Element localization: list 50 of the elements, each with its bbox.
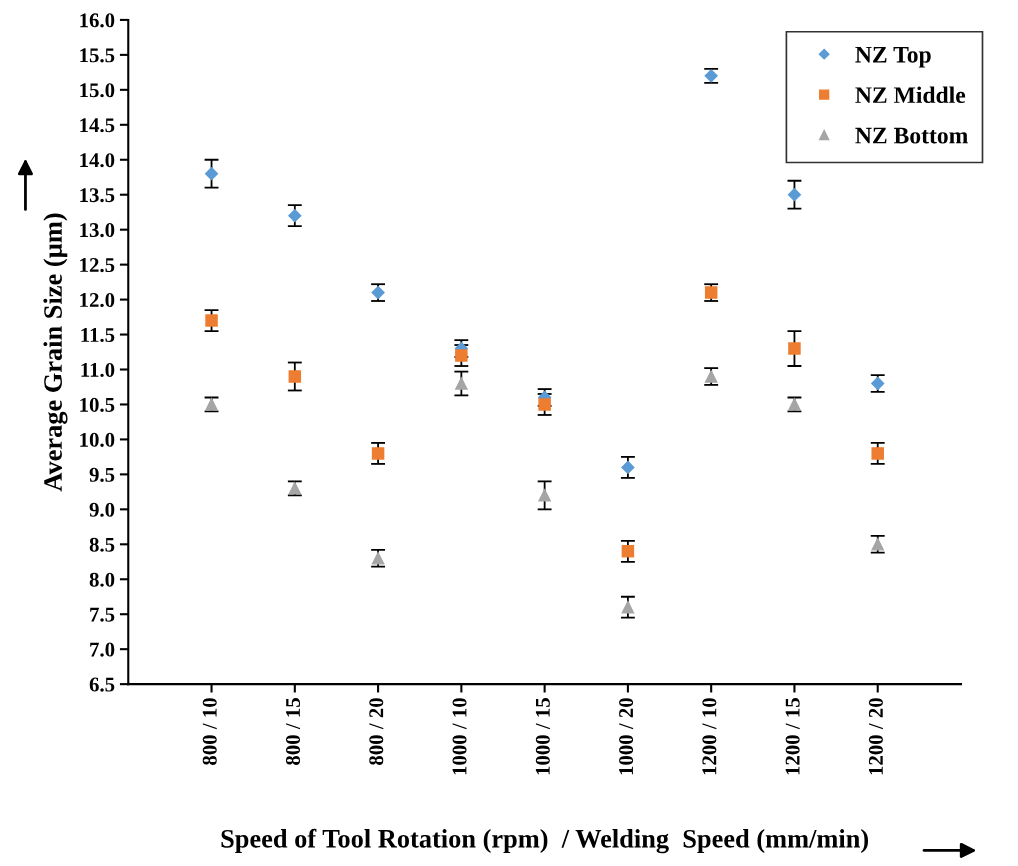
point — [371, 447, 385, 460]
point — [787, 188, 802, 202]
point — [621, 460, 635, 474]
x-tick-label: 800 / 20 — [369, 698, 384, 765]
y-tick-label: 7.5 — [90, 607, 115, 622]
y-tick-label: 8.5 — [89, 537, 115, 552]
x-tick-label: 800 / 15 — [285, 698, 301, 765]
point — [538, 489, 551, 502]
y-tick-label: 15.5 — [80, 48, 115, 63]
point — [538, 398, 551, 411]
point — [455, 349, 468, 362]
y-tick-label: 12.0 — [80, 292, 115, 308]
point — [371, 552, 385, 565]
x-tick-label: 1000 / 10 — [452, 698, 467, 775]
y-tick-label: 10.5 — [80, 397, 115, 412]
y-tick-label: 10.0 — [80, 432, 115, 447]
y-tick-label: 9.5 — [89, 467, 115, 482]
point — [288, 370, 302, 383]
x-tick-label: 1200 / 20 — [868, 698, 883, 775]
y-tick-label: 8.0 — [89, 572, 115, 587]
y-tick-label: 11.0 — [81, 362, 115, 378]
point — [621, 545, 635, 558]
y-tick-label: 14.0 — [80, 153, 115, 168]
y-tick-label: 16.0 — [80, 13, 115, 28]
point — [288, 209, 302, 223]
x-tick-label: 1200 / 10 — [702, 698, 717, 775]
point — [621, 600, 635, 614]
y-tick-label: 11.5 — [81, 328, 115, 343]
x-tick-label: 1000 / 15 — [535, 698, 550, 775]
legend-label: NZ Top — [855, 46, 931, 68]
x-tick-label: 800 / 10 — [202, 698, 217, 765]
point — [455, 377, 468, 390]
point — [205, 314, 218, 327]
x-axis-title: Speed of Tool Rotation (rpm) / Welding Speed (mm/min) — [221, 828, 869, 854]
legend-label: NZ Bottom — [855, 127, 968, 144]
point — [204, 167, 219, 181]
y-tick-label: 13.5 — [80, 188, 115, 203]
y-tick-label: 13.0 — [80, 223, 115, 238]
legend-label: NZ Middle — [855, 86, 966, 104]
y-tick-label: 7.0 — [90, 642, 115, 657]
y-tick-label: 15.0 — [80, 83, 115, 98]
y-tick-label: 12.5 — [80, 258, 115, 273]
y-axis-title: Average Grain Size (µm) — [43, 213, 68, 492]
x-tick-label: 1200 / 15 — [785, 698, 800, 775]
point — [788, 342, 801, 355]
y-tick-label: 9.0 — [89, 502, 115, 517]
x-tick-label: 1000 / 20 — [619, 698, 634, 775]
y-tick-label: 14.5 — [80, 118, 115, 133]
point — [871, 447, 884, 460]
y-tick-label: 6.5 — [89, 677, 115, 692]
